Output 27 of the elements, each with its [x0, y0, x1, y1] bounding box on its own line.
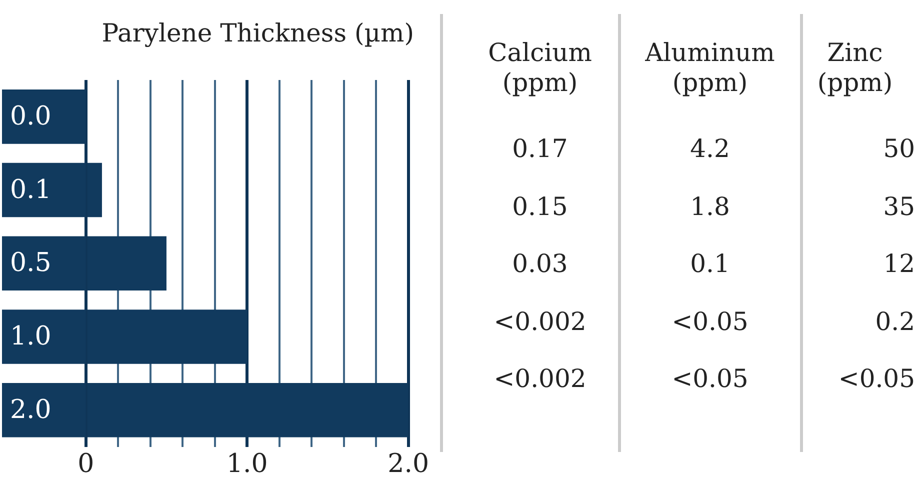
text: 35 — [883, 192, 915, 220]
data-label: 0.5 — [10, 248, 52, 278]
category-label: Calcium (ppm) — [487, 38, 593, 98]
text: 0.2 — [875, 306, 915, 336]
data-label: 2.0 — [10, 394, 52, 425]
text: <0.002 — [494, 306, 586, 336]
text: 0.15 — [512, 192, 568, 220]
text: 4.2 — [690, 134, 730, 163]
x-tick-label: 0 — [78, 449, 94, 480]
data-label: 0.1 — [10, 174, 52, 205]
text: 50 — [883, 134, 915, 163]
text: <0.05 — [672, 364, 748, 393]
category-label: Aluminum (ppm) — [644, 38, 776, 98]
text: <0.05 — [672, 306, 748, 336]
text: 1.8 — [690, 192, 730, 220]
x-tick-label: 2.0 — [388, 449, 430, 480]
text: 0.03 — [512, 249, 568, 278]
x-tick-label: 1.0 — [226, 449, 268, 480]
chart-title: Parylene Thickness (µm) — [102, 18, 414, 48]
text: 12 — [883, 249, 915, 278]
data-label: 0.0 — [10, 101, 52, 132]
text: <0.05 — [838, 364, 915, 393]
text: 0.1 — [690, 249, 730, 278]
category-label: Zinc (ppm) — [816, 38, 894, 98]
text: 0.17 — [512, 134, 568, 163]
data-label: 1.0 — [10, 322, 52, 352]
text: <0.002 — [494, 364, 586, 393]
